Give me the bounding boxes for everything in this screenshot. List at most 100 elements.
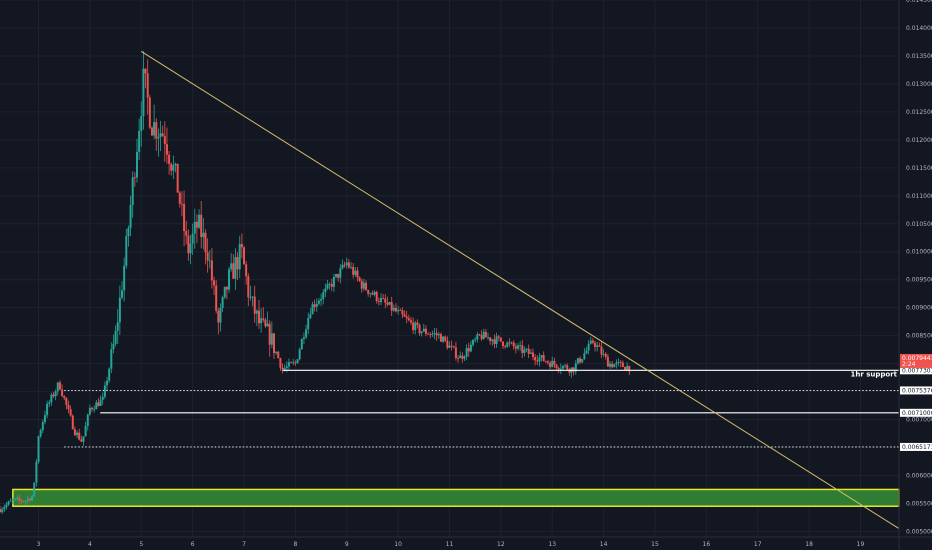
candle-body <box>497 336 500 338</box>
candle-body <box>491 339 494 342</box>
level-price-tag <box>900 408 932 417</box>
descending-trendline[interactable] <box>141 51 900 530</box>
candle-body <box>187 235 190 254</box>
y-tick-label: 0.0090000 <box>906 305 932 312</box>
candle-body <box>262 318 265 320</box>
candle-body <box>568 369 571 373</box>
candle-body <box>555 364 558 369</box>
x-tick-label: 4 <box>88 541 92 548</box>
candle-body <box>409 320 412 323</box>
y-tick-label: 0.0125000 <box>906 109 932 116</box>
candle-body <box>435 333 438 336</box>
candle-body <box>375 291 378 302</box>
candle-body <box>420 331 423 334</box>
candle-body <box>146 73 149 98</box>
candle-body <box>150 127 153 136</box>
candle-body <box>170 163 173 171</box>
candle-body <box>448 345 451 348</box>
candle-body <box>223 286 226 298</box>
candle-body <box>294 362 297 364</box>
candle-body <box>50 394 53 403</box>
time-axis[interactable]: 3 4 5 6 7 8 9 10 11 12 13 14 15 16 17 18 19 <box>0 536 932 548</box>
candle-body <box>1 509 4 513</box>
candle-body <box>549 362 552 368</box>
candle-body <box>487 337 490 339</box>
x-tick-label: 8 <box>293 541 297 548</box>
candle-body <box>125 236 128 266</box>
candle-body <box>416 322 419 325</box>
candle-body <box>609 363 612 367</box>
candle-body <box>380 298 383 302</box>
candle-body <box>504 346 507 347</box>
candle-body <box>484 331 487 338</box>
candle-body <box>144 68 147 74</box>
candle-body <box>206 252 209 261</box>
candlestick-series <box>0 50 631 514</box>
candle-body <box>373 291 376 295</box>
trendline[interactable] <box>141 51 900 530</box>
candle-body <box>403 314 406 317</box>
candle-body <box>283 368 286 370</box>
x-tick-label: 13 <box>548 541 556 548</box>
candle-body <box>386 302 389 305</box>
candle-body <box>542 355 545 362</box>
candle-body <box>540 355 543 358</box>
candle-body <box>489 337 492 342</box>
candle-body <box>529 352 532 354</box>
x-tick-label: 14 <box>600 541 608 548</box>
candle-body <box>478 334 481 336</box>
candle-body <box>330 283 333 287</box>
candle-body <box>388 302 391 305</box>
candle-body <box>106 380 109 386</box>
candle-body <box>18 498 21 501</box>
candle-body <box>521 345 524 353</box>
candle-body <box>142 68 145 117</box>
x-tick-label: 9 <box>345 541 349 548</box>
candle-body <box>519 345 522 347</box>
candle-body <box>527 348 530 354</box>
candle-body <box>476 334 479 340</box>
candle-body <box>407 318 410 321</box>
candle-body <box>78 432 81 440</box>
horizontal-levels[interactable]: 1hr support. <box>31 369 899 502</box>
candle-body <box>538 357 541 362</box>
candle-body <box>272 333 275 354</box>
y-tick-label: 0.0085000 <box>906 333 932 340</box>
candle-body <box>307 317 310 330</box>
candle-body <box>88 407 91 415</box>
candle-body <box>502 341 505 347</box>
candle-body <box>99 399 102 406</box>
price-axis[interactable]: 0.00500000.00550000.00600000.00650000.00… <box>898 0 932 550</box>
candle-body <box>161 133 164 136</box>
current-price-label: 0.0079441 <box>902 355 932 362</box>
candle-body <box>157 136 160 139</box>
candle-body <box>138 130 141 152</box>
candle-body <box>600 346 603 355</box>
candle-body <box>512 342 515 347</box>
candle-body <box>31 495 34 501</box>
candle-body <box>446 340 449 348</box>
candle-body <box>5 504 8 508</box>
support-zone[interactable] <box>12 488 900 507</box>
candle-body <box>114 330 117 344</box>
candle-body <box>572 367 575 372</box>
candle-body <box>193 221 196 234</box>
candle-body <box>444 336 447 341</box>
candle-body <box>35 461 38 483</box>
candle-body <box>123 265 126 291</box>
candle-body <box>474 339 477 341</box>
level-price-label: 0.0077301 <box>902 367 932 374</box>
candle-body <box>579 358 582 363</box>
candle-body <box>499 337 502 342</box>
support-zone-rect[interactable] <box>12 488 900 507</box>
level-price-label: 0.0075376 <box>902 387 932 394</box>
candle-body <box>534 357 537 361</box>
candle-body <box>362 282 365 289</box>
candle-body <box>243 247 246 265</box>
candle-body <box>418 324 421 334</box>
candle-body <box>133 177 136 179</box>
x-tick-label: 18 <box>805 541 813 548</box>
candle-body <box>91 407 94 410</box>
candle-body <box>140 116 143 131</box>
